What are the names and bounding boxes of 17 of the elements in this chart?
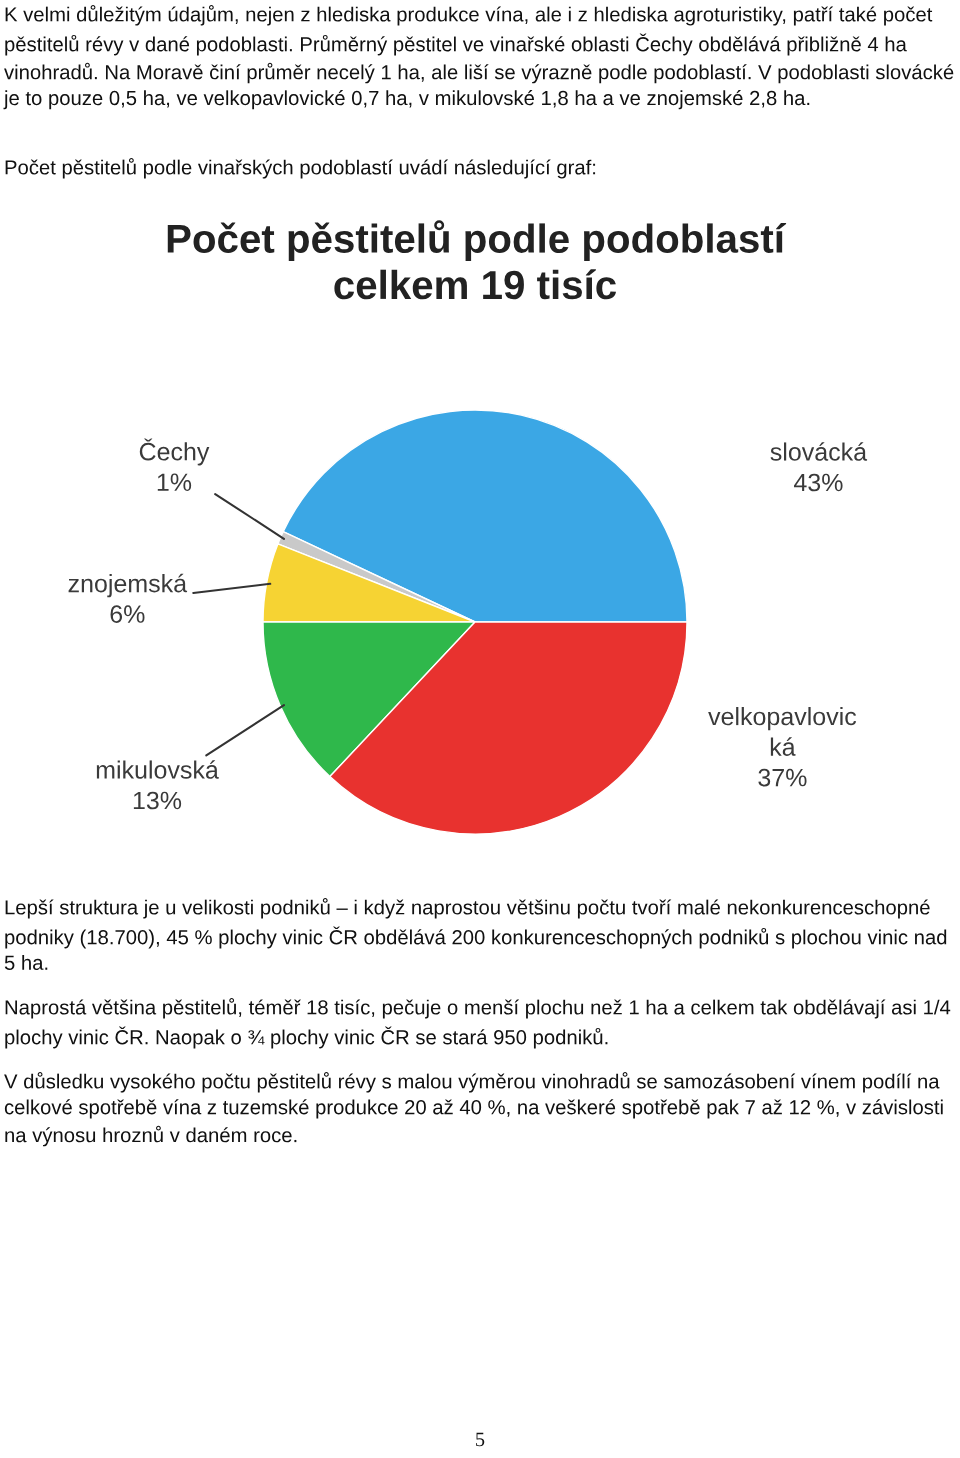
- text: K velmi důležitým údajům, nejen z hlediska produkce vína, ale i z hlediska agroturistiky, patří také počet pěstitelů révy v dané podoblasti. Průměrný pěstitel ve vinařské oblasti Čechy obdělává přibližně 4 ha vinohradů. Na Moravě činí průměr necelý 1 ha, ale liší se výrazně podle podoblastí. V podoblasti slovácké je to pouze 0,5 ha, ve velkopavlovické 0,7 ha, v mikulovské 1,8 ha a ve znojemské 2,8 ha.: [3, 5, 954, 110]
- text: Počet pěstitelů podle vinařských podoblastí uvádí následující graf:: [5, 158, 596, 179]
- slice-label: mikulovská: [96, 760, 219, 779]
- data-label: 6%: [110, 605, 145, 623]
- slice-label: Čechy: [139, 438, 210, 466]
- data-label: 37%: [758, 768, 807, 787]
- data-label: 1%: [157, 473, 192, 491]
- text: Naprostá většina pěstitelů, téměř 18 tisíc, pečuje o menší plochu než 1 ha a celkem tak obdělávají asi 1/4 plochy vinic ČR. Naopak o ¾ plochy vinic ČR se stará 950 podniků.: [5, 998, 951, 1049]
- data-label: 13%: [133, 791, 182, 810]
- text: 5: [476, 1432, 485, 1447]
- slice-label: slovácká: [770, 442, 868, 461]
- chart-title: Počet pěstitelů podle podoblastí celkem 19 tisíc: [167, 220, 787, 300]
- slice-label: znojemská: [68, 573, 188, 598]
- slice-label: velkopavlovic ká: [708, 707, 857, 756]
- text: Lepší struktura je u velikosti podniků – i když naprostou většinu počtu tvoří malé nekonkurenceschopné podniky (18.700), 45 % plochy vinic ČR obdělává 200 konkurenceschopných podniků s plochou vinic nad 5 ha.: [4, 898, 947, 970]
- text: V důsledku vysokého počtu pěstitelů révy s malou výměrou vinohradů se samozásobení vínem podílí na celkové spotřebě vína z tuzemské produkce 20 až 40 %, na veškeré spotřebě pak 7 až 12 %, v závislosti na výnosu hroznů v daném roce.: [4, 1072, 943, 1147]
- data-label: 43%: [794, 473, 843, 492]
